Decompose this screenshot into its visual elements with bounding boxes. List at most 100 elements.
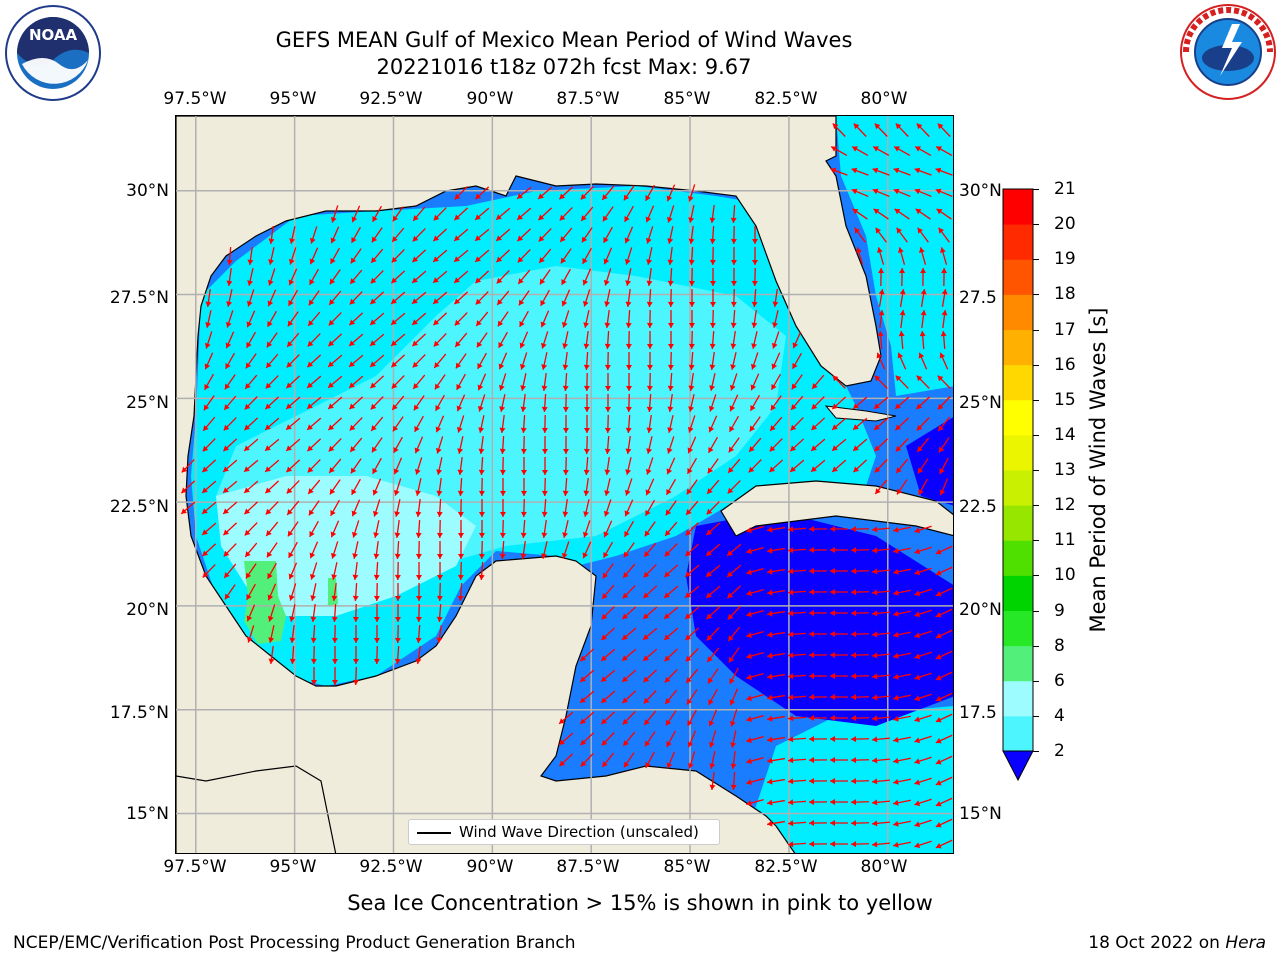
lat-tick-right: 17.5	[959, 703, 997, 723]
wind-wave-arrow	[898, 330, 905, 350]
wind-wave-arrow	[604, 414, 611, 434]
wind-wave-arrow	[935, 734, 953, 744]
wind-wave-arrow	[685, 500, 699, 516]
wind-wave-arrow	[893, 778, 911, 785]
wind-wave-arrow	[330, 520, 340, 538]
wind-wave-arrow	[808, 631, 828, 638]
wind-wave-arrow	[456, 415, 465, 433]
wind-wave-arrow	[202, 564, 216, 578]
wind-wave-arrow	[748, 459, 762, 473]
wind-wave-arrow	[435, 415, 445, 433]
footer-right: 18 Oct 2022 on Hera	[1088, 933, 1266, 953]
wind-wave-arrow	[289, 604, 296, 622]
wind-wave-arrow	[808, 799, 828, 806]
wind-wave-arrow	[201, 522, 217, 536]
colorbar-tick-label: 20	[1054, 214, 1076, 235]
colorbar-tick-mark	[1033, 259, 1039, 261]
wind-wave-arrow	[288, 289, 298, 307]
wind-wave-arrow	[851, 188, 869, 198]
lat-tick-left: 15°N	[126, 804, 169, 824]
wind-wave-arrow	[330, 226, 340, 244]
wind-wave-arrow	[285, 417, 301, 431]
wind-wave-arrow	[352, 645, 359, 665]
wind-wave-arrow	[415, 519, 422, 539]
wind-wave-arrow	[684, 606, 700, 620]
wind-wave-arrow	[352, 666, 359, 686]
wind-wave-arrow	[646, 372, 653, 392]
wind-wave-arrow	[830, 167, 848, 176]
wind-wave-arrow	[919, 330, 926, 350]
wind-wave-arrow	[850, 652, 870, 659]
wind-wave-arrow	[432, 270, 448, 284]
colorbar-tick-mark	[1033, 540, 1039, 542]
wind-wave-arrow	[478, 415, 485, 433]
wind-wave-arrow	[829, 610, 849, 617]
wind-wave-arrow	[728, 437, 740, 453]
wind-wave-arrow	[850, 715, 870, 722]
wind-wave-arrow	[604, 309, 611, 329]
wind-wave-arrow	[665, 478, 677, 496]
wind-wave-arrow	[225, 331, 235, 349]
wind-wave-arrow	[642, 648, 658, 662]
wind-wave-arrow	[808, 610, 828, 617]
lat-tick-left: 30°N	[126, 181, 169, 201]
wind-wave-arrow	[474, 270, 490, 284]
colorbar-tick-label: 19	[1054, 249, 1076, 270]
wind-wave-arrow	[328, 458, 342, 474]
wind-wave-arrow	[223, 395, 237, 411]
wind-wave-arrow	[582, 541, 592, 559]
wind-wave-arrow	[350, 458, 362, 474]
colorbar-tick-label: 15	[1054, 389, 1076, 410]
wind-wave-arrow	[684, 585, 700, 599]
wind-wave-arrow	[729, 688, 739, 706]
wind-wave-arrow	[667, 226, 674, 244]
wind-wave-arrow	[707, 436, 719, 454]
wind-wave-arrow	[267, 583, 277, 601]
wind-wave-arrow	[767, 610, 785, 617]
wind-wave-arrow	[871, 715, 891, 722]
wind-wave-arrow	[583, 372, 590, 392]
wind-wave-arrow	[622, 585, 636, 599]
map-title: GEFS MEAN Gulf of Mexico Mean Period of …	[275, 28, 853, 52]
wind-wave-arrow	[561, 310, 570, 328]
wind-wave-arrow	[642, 627, 658, 641]
wind-wave-arrow	[436, 457, 443, 475]
wind-wave-arrow	[268, 625, 275, 643]
wind-wave-arrow	[602, 563, 614, 579]
wind-wave-arrow	[604, 393, 611, 413]
wind-wave-arrow	[499, 519, 506, 539]
wind-wave-arrow	[601, 185, 615, 201]
wind-wave-arrow	[850, 526, 870, 533]
wind-wave-arrow	[726, 585, 742, 599]
wind-wave-arrow	[330, 541, 339, 559]
wind-wave-arrow	[309, 541, 319, 559]
wind-wave-arrow	[436, 603, 443, 623]
wind-wave-arrow	[872, 167, 890, 176]
wind-wave-arrow	[202, 416, 216, 432]
wind-wave-arrow	[850, 568, 870, 575]
wind-wave-arrow	[433, 207, 447, 221]
wind-wave-arrow	[475, 291, 489, 305]
colorbar-band	[1003, 645, 1033, 682]
wind-wave-arrow	[369, 354, 385, 368]
wind-wave-arrow	[201, 480, 217, 494]
wind-wave-arrow	[330, 205, 339, 223]
wind-wave-arrow	[730, 730, 737, 748]
wind-wave-arrow	[914, 651, 932, 660]
wind-wave-arrow	[896, 479, 908, 495]
wind-wave-arrow	[938, 227, 950, 243]
wind-wave-arrow	[705, 606, 721, 620]
wind-wave-arrow	[600, 648, 616, 662]
wind-wave-arrow	[621, 690, 637, 704]
wind-wave-arrow	[602, 206, 614, 222]
map-subtitle: 20221016 t18z 072h fcst Max: 9.67	[376, 55, 752, 79]
wind-wave-arrow	[787, 799, 807, 806]
wind-wave-arrow	[499, 477, 506, 497]
wind-wave-arrow	[644, 521, 656, 537]
wind-wave-arrow	[709, 373, 716, 391]
wind-wave-arrow	[708, 688, 718, 706]
colorbar-tick-mark	[1033, 575, 1039, 577]
wind-wave-arrow	[394, 519, 401, 539]
wind-wave-arrow	[708, 709, 718, 727]
map-panel: Wind Wave Direction (unscaled)	[175, 115, 954, 854]
